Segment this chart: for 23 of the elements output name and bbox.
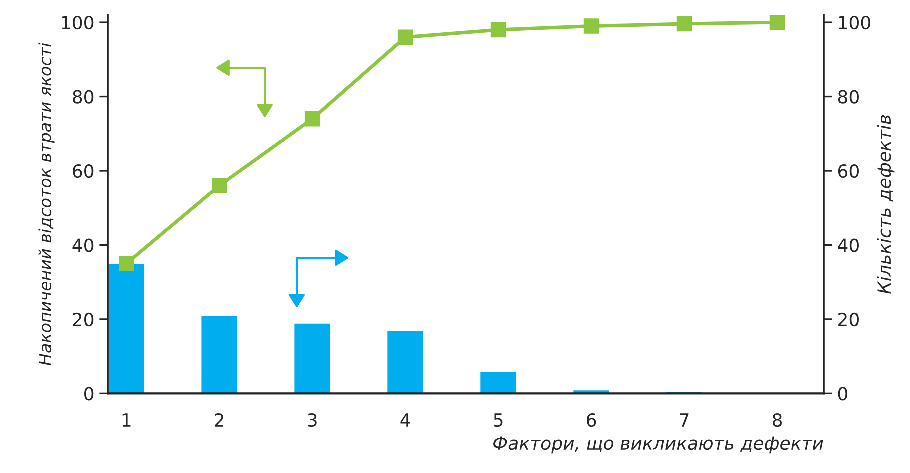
y-axis-title: Накопичений відсоток втрати якості xyxy=(38,42,55,366)
x-tick-label: 7 xyxy=(680,414,689,427)
y-tick-label: 0 xyxy=(84,387,94,401)
y-tick-label: 40 xyxy=(72,238,94,252)
y2-axis-title: Кількість дефектів xyxy=(877,115,895,294)
x-tick-label: 3 xyxy=(308,413,317,428)
y2-tick-label: 20 xyxy=(838,312,859,327)
y-tick-label: 80 xyxy=(73,90,94,104)
y2-tick-label: 100 xyxy=(839,16,870,30)
x-tick-label: 2 xyxy=(215,413,224,427)
x-tick-label: 4 xyxy=(400,414,410,427)
x-axis-title: Фактори, що викликають дефекти xyxy=(494,436,824,454)
y-tick-label: 20 xyxy=(73,312,94,327)
y-tick-label: 100 xyxy=(62,16,94,30)
x-tick-label: 1 xyxy=(122,414,131,427)
y2-tick-label: 40 xyxy=(838,238,859,252)
y-tick-label: 60 xyxy=(73,164,94,178)
y2-tick-label: 80 xyxy=(838,90,859,104)
y2-tick-label: 60 xyxy=(838,164,859,178)
x-tick-label: 5 xyxy=(494,414,503,428)
y2-tick-label: 0 xyxy=(838,387,848,401)
x-tick-label: 6 xyxy=(587,413,596,428)
x-tick-label: 8 xyxy=(772,413,782,428)
